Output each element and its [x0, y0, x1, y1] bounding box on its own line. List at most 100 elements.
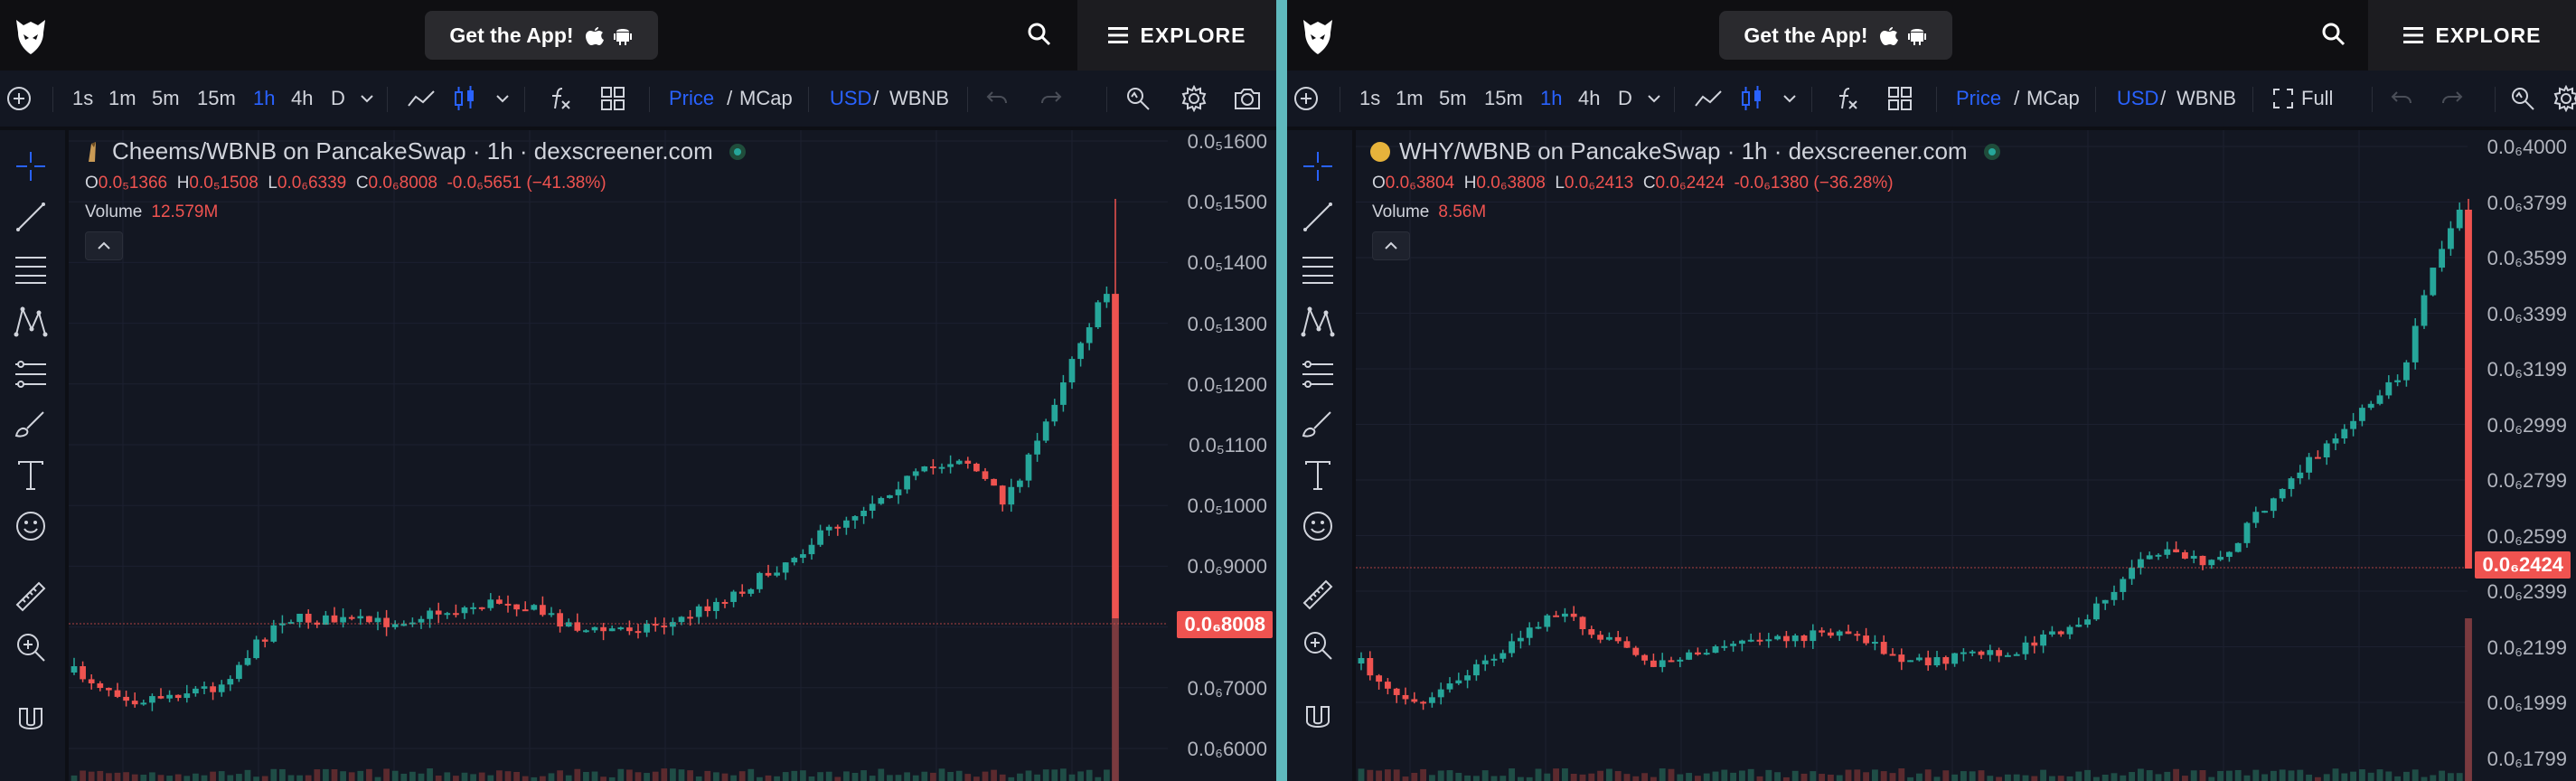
volume-bar	[757, 776, 763, 781]
volume-bar	[600, 776, 606, 781]
chart-type-dropdown[interactable]	[495, 71, 510, 127]
volume-bar	[1774, 772, 1782, 781]
quote-toggle[interactable]: WBNB	[2176, 87, 2236, 109]
candle-body	[704, 606, 711, 612]
crosshair-tool[interactable]	[13, 148, 49, 184]
forecast-tool[interactable]	[13, 356, 49, 392]
brush-tool[interactable]	[1300, 407, 1336, 443]
price-toggle[interactable]: Price	[669, 87, 715, 109]
settings-button[interactable]	[2552, 71, 2576, 127]
dexscreener-logo-icon[interactable]	[13, 16, 49, 56]
quick-search-button[interactable]	[2509, 71, 2536, 127]
timeframe-15m[interactable]: 15m	[1484, 87, 1523, 109]
candle-body	[1942, 656, 1950, 664]
line-chart-button[interactable]	[407, 71, 436, 127]
mcap-toggle[interactable]: MCap	[739, 87, 793, 109]
timeframe-d[interactable]: D	[331, 87, 345, 109]
timeframe-dropdown[interactable]	[360, 71, 374, 127]
zoom-tool[interactable]	[1300, 627, 1336, 663]
explore-button[interactable]: EXPLORE	[2368, 0, 2576, 71]
candlestick-plot[interactable]	[69, 130, 1276, 781]
candles-button[interactable]	[1739, 71, 1764, 127]
redo-icon	[2442, 91, 2463, 104]
search-icon[interactable]	[2319, 20, 2348, 49]
crosshair-tool[interactable]	[1300, 148, 1336, 184]
timeframe-dropdown[interactable]	[1647, 71, 1661, 127]
explore-button[interactable]: EXPLORE	[1077, 0, 1276, 71]
redo-button[interactable]	[2440, 71, 2464, 127]
text-tool[interactable]	[1300, 457, 1336, 494]
indicators-button[interactable]	[1833, 71, 1860, 127]
close-label: C	[355, 174, 369, 193]
get-app-label: Get the App!	[1744, 23, 1868, 47]
chart-area[interactable]: Cheems/WBNB on PancakeSwap · 1h · dexscr…	[69, 130, 1276, 781]
text-tool[interactable]	[13, 457, 49, 494]
mcap-toggle[interactable]: MCap	[2026, 87, 2080, 109]
add-symbol-button[interactable]	[1293, 71, 1320, 127]
get-the-app-button[interactable]: Get the App!	[425, 11, 658, 60]
layouts-button[interactable]	[600, 71, 625, 127]
candles-button[interactable]	[452, 71, 477, 127]
timeframe-1h[interactable]: 1h	[1540, 87, 1563, 109]
fib-tool[interactable]	[13, 251, 49, 287]
volume-bar	[149, 772, 155, 781]
timeframe-1h[interactable]: 1h	[253, 87, 276, 109]
magnet-tool[interactable]	[13, 703, 49, 739]
trend-line-tool[interactable]	[13, 199, 49, 235]
usd-toggle[interactable]: USD	[2117, 87, 2159, 109]
candle-body	[791, 558, 798, 563]
line-chart-button[interactable]	[1694, 71, 1723, 127]
collapse-legend-button[interactable]	[85, 231, 123, 260]
volume-bar	[1756, 776, 1763, 781]
candlestick-plot[interactable]	[1356, 130, 2576, 781]
screenshot-button[interactable]	[1233, 71, 1262, 127]
collapse-legend-button[interactable]	[1372, 231, 1410, 260]
get-the-app-button[interactable]: Get the App!	[1719, 11, 1952, 60]
volume-bar	[487, 775, 494, 781]
timeframe-1m[interactable]: 1m	[108, 87, 136, 109]
candle-body	[1597, 635, 1604, 640]
add-symbol-button[interactable]	[5, 71, 33, 127]
timeframe-4h[interactable]: 4h	[1578, 87, 1601, 109]
search-icon[interactable]	[1025, 20, 1054, 49]
layouts-button[interactable]	[1887, 71, 1913, 127]
candle-body	[1863, 635, 1870, 644]
dexscreener-logo-icon[interactable]	[1300, 16, 1336, 56]
settings-button[interactable]	[1180, 71, 1208, 127]
timeframe-5m[interactable]: 5m	[1439, 87, 1467, 109]
candle-body	[80, 666, 86, 680]
volume-bar	[851, 772, 859, 781]
quick-search-button[interactable]	[1124, 71, 1152, 127]
timeframe-1s[interactable]: 1s	[72, 87, 94, 109]
timeframe-15m[interactable]: 15m	[197, 87, 236, 109]
forecast-tool[interactable]	[1300, 356, 1336, 392]
zoom-tool[interactable]	[13, 629, 49, 665]
price-toggle[interactable]: Price	[1956, 87, 2002, 109]
undo-button[interactable]	[2390, 71, 2413, 127]
timeframe-d[interactable]: D	[1618, 87, 1632, 109]
brush-tool[interactable]	[13, 407, 49, 443]
timeframe-4h[interactable]: 4h	[291, 87, 314, 109]
fullscreen-button[interactable]: Full	[2272, 71, 2333, 127]
emoji-tool[interactable]	[1300, 508, 1336, 544]
fib-tool[interactable]	[1300, 251, 1336, 287]
ruler-tool[interactable]	[13, 579, 49, 615]
timeframe-1s[interactable]: 1s	[1359, 87, 1381, 109]
chart-area[interactable]: WHY/WBNB on PancakeSwap · 1h · dexscreen…	[1356, 130, 2576, 781]
candle-body	[287, 622, 295, 625]
timeframe-5m[interactable]: 5m	[152, 87, 180, 109]
quote-toggle[interactable]: WBNB	[889, 87, 949, 109]
undo-button[interactable]	[985, 71, 1009, 127]
timeframe-1m[interactable]: 1m	[1396, 87, 1424, 109]
pattern-tool[interactable]	[1300, 304, 1336, 340]
indicators-button[interactable]	[546, 71, 573, 127]
emoji-tool[interactable]	[13, 508, 49, 544]
chart-type-dropdown[interactable]	[1782, 71, 1797, 127]
pattern-tool[interactable]	[13, 304, 49, 340]
magnet-tool[interactable]	[1300, 701, 1336, 738]
trend-line-tool[interactable]	[1300, 199, 1336, 235]
redo-button[interactable]	[1039, 71, 1063, 127]
ruler-tool[interactable]	[1300, 577, 1336, 613]
candle-body	[340, 616, 346, 623]
usd-toggle[interactable]: USD	[830, 87, 872, 109]
